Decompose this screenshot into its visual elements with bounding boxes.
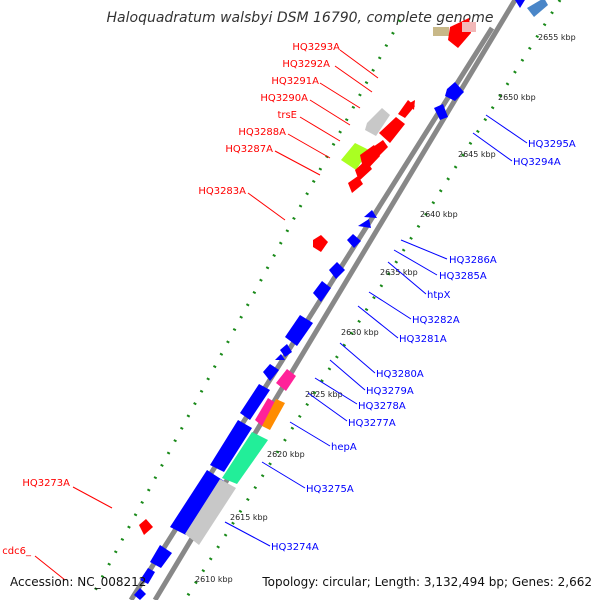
genome-summary-text: Topology: circular; Length: 3,132,494 bp… [261,575,592,589]
accession-text: Accession: NC_008212 [10,575,146,589]
gene-arrow-reverse [358,219,371,228]
gene-label-reverse[interactable]: HQ3281A [399,334,447,345]
gene-label-forward[interactable]: HQ3288A [238,127,286,138]
gene-label-reverse[interactable]: HQ3274A [271,542,319,553]
gene-arrow-reverse [134,588,146,600]
gene-box-grey [365,108,390,136]
gene-arrow-forward [139,519,153,535]
gene-arrow-reverse [445,82,464,101]
gene-arrow-reverse [313,281,331,302]
gene-arrow-reverse [263,364,279,381]
gene-label-forward[interactable]: HQ3292A [282,59,330,70]
gene-arrow-reverse [434,104,448,120]
forward-leader-lines [34,49,379,581]
gene-label-forward[interactable]: HQ3293A [292,42,340,53]
gene-box-pink [462,22,476,32]
reverse-leader-lines [224,114,528,547]
gene-box-magenta [255,398,276,426]
gene-arrow-reverse [150,545,172,568]
gene-arrow-reverse [285,315,313,346]
gene-label-reverse[interactable]: HQ3295A [528,139,576,150]
gene-label-reverse[interactable]: HQ3285A [439,271,487,282]
scale-label: 2630 kbp [341,328,379,337]
gene-box-grey [185,479,236,545]
scale-label: 2650 kbp [498,93,536,102]
gene-arrow-reverse [240,384,270,420]
gene-arrow-reverse [364,210,377,218]
gene-box-magenta [276,369,296,391]
gene-arrow-forward [348,176,363,193]
gene-label-reverse[interactable]: hepA [331,442,357,453]
gene-arrow-reverse [170,470,224,535]
gene-label-reverse[interactable]: htpX [427,290,451,301]
gene-arrow-reverse [515,0,525,8]
gene-label-forward[interactable]: HQ3287A [225,144,273,155]
gene-box-teal [222,432,268,484]
gene-arrow-forward [408,100,415,110]
scale-label: 2615 kbp [230,513,268,522]
gene-label-reverse[interactable]: HQ3280A [376,369,424,380]
gene-arrow-reverse [210,420,252,472]
scale-label: 2635 kbp [380,268,418,277]
gene-box-green [341,143,369,170]
gene-label-reverse[interactable]: HQ3275A [306,484,354,495]
gene-label-reverse[interactable]: HQ3278A [358,401,406,412]
gene-arrow-reverse [329,262,345,279]
scale-label: 2625 kbp [305,390,343,399]
scale-label: 2655 kbp [538,33,576,42]
tick-track-right [183,0,562,600]
gene-box-orange [262,399,285,430]
gene-label-forward[interactable]: HQ3273A [22,478,70,489]
gene-arrow-reverse [347,234,361,248]
gene-arrow-reverse [275,354,285,360]
gene-arrow-reverse [280,344,292,357]
gene-label-reverse[interactable]: HQ3282A [412,315,460,326]
gene-label-forward[interactable]: HQ3283A [198,186,246,197]
gene-label-forward[interactable]: HQ3290A [260,93,308,104]
scale-label: 2620 kbp [267,450,305,459]
gene-label-forward[interactable]: trsE [277,110,297,121]
gene-arrow-forward [355,160,372,181]
gene-label-reverse[interactable]: HQ3286A [449,255,497,266]
gene-label-forward[interactable]: HQ3291A [271,76,319,87]
gene-arrow-forward [313,235,328,252]
gene-label-reverse[interactable]: HQ3277A [348,418,396,429]
gene-box-tan [433,27,449,36]
scale-label: 2610 kbp [195,575,233,584]
gene-label-forward[interactable]: cdc6_ [2,546,32,557]
gene-arrow-reverse [527,0,548,17]
gene-arrow-forward [379,117,405,143]
gene-arrow-reverse [140,568,155,584]
gene-label-reverse[interactable]: HQ3294A [513,157,561,168]
gene-label-reverse[interactable]: HQ3279A [366,386,414,397]
map-title: Haloquadratum walsbyi DSM 16790, complet… [107,10,494,26]
scale-label: 2640 kbp [420,210,458,219]
scale-label: 2645 kbp [458,150,496,159]
